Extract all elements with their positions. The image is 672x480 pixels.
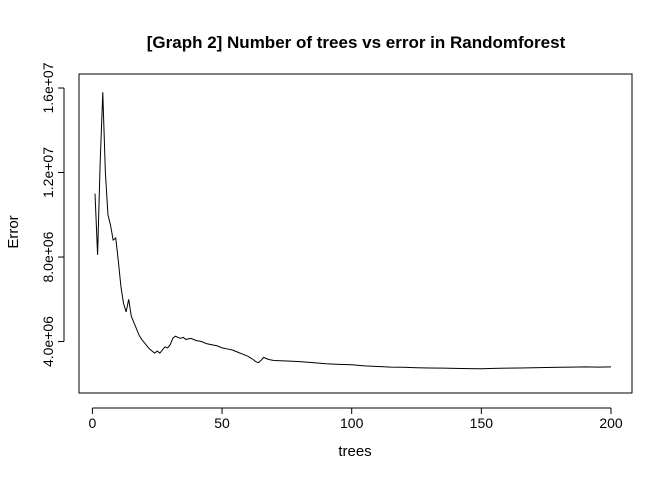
y-axis: 4.0e+06 8.0e+06 1.2e+07 1.6e+07 xyxy=(40,62,65,367)
y-axis-label: Error xyxy=(5,215,22,248)
error-series-line xyxy=(94,92,612,370)
y-tick-label: 8.0e+06 xyxy=(40,231,56,282)
y-tick-label: 4.0e+06 xyxy=(40,316,56,367)
x-tick-label: 0 xyxy=(89,415,97,431)
plot-area xyxy=(94,92,612,370)
x-tick-label: 50 xyxy=(214,415,230,431)
x-tick-label: 150 xyxy=(470,415,494,431)
x-tick-label: 200 xyxy=(599,415,623,431)
x-axis-label: trees xyxy=(338,443,371,460)
chart-title: [Graph 2] Number of trees vs error in Ra… xyxy=(147,33,566,52)
x-axis: 0 50 100 150 200 xyxy=(89,407,623,431)
y-tick-label: 1.6e+07 xyxy=(40,62,56,113)
plot-frame xyxy=(78,73,633,394)
y-tick-label: 1.2e+07 xyxy=(40,147,56,198)
x-tick-label: 100 xyxy=(340,415,364,431)
